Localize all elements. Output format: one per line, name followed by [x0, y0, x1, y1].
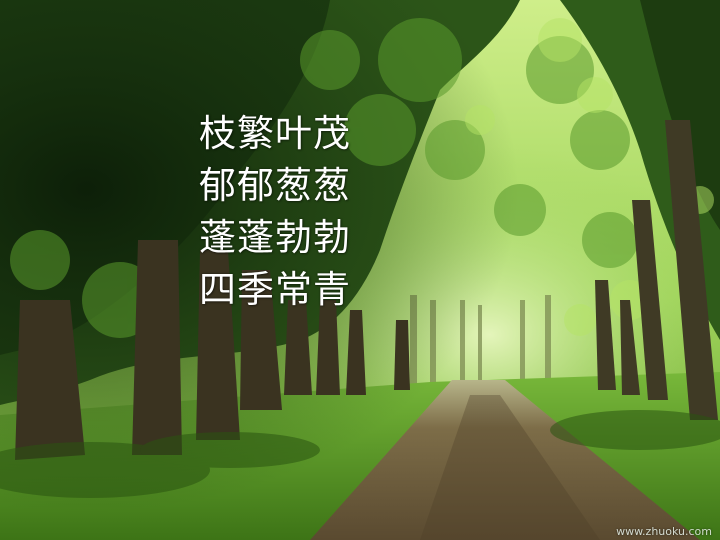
poem-line-3: 蓬蓬勃勃	[199, 216, 351, 259]
poem-line-1: 枝繁叶茂	[199, 112, 351, 155]
right-tree-trunks	[595, 120, 718, 420]
right-canopy-dark	[640, 0, 720, 230]
watermark: www.zhuoku.com	[616, 525, 712, 538]
grass-shadows	[0, 410, 720, 498]
left-tree-trunks	[15, 240, 410, 460]
foliage-highlights	[10, 18, 638, 338]
poem-text-block: 枝繁叶茂 郁郁葱葱 蓬蓬勃勃 四季常青	[199, 108, 351, 316]
poem-line-4: 四季常青	[199, 268, 351, 311]
poem-line-2: 郁郁葱葱	[199, 164, 351, 207]
